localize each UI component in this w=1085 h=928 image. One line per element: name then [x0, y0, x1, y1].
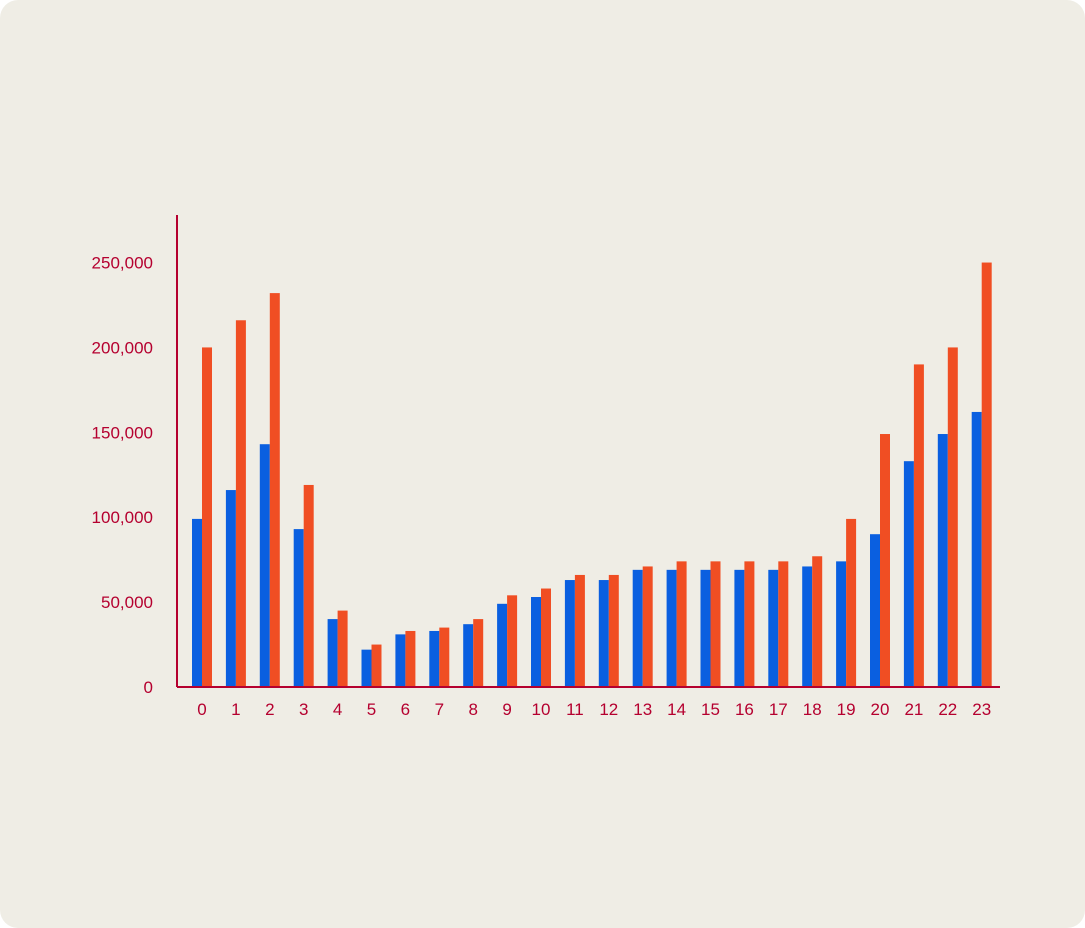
x-tick-label: 1 [231, 700, 240, 719]
bar-series2-16 [744, 561, 755, 687]
bar-series2-12 [608, 574, 619, 687]
x-tick-label: 7 [435, 700, 444, 719]
bar-series1-6 [395, 634, 406, 687]
x-tick-label: 3 [299, 700, 308, 719]
y-tick-label: 50,000 [101, 593, 153, 612]
x-tick-label: 5 [367, 700, 376, 719]
y-axis-ticks: 0 50,000 100,000 150,000 200,000 250,000 [92, 254, 153, 697]
x-tick-label: 2 [265, 700, 274, 719]
bar-series1-10 [531, 597, 541, 687]
bar-series1-8 [463, 624, 474, 687]
x-tick-label: 9 [502, 700, 511, 719]
y-tick-label: 250,000 [92, 254, 153, 273]
bar-series2-4 [337, 610, 348, 687]
bar-series1-20 [870, 534, 880, 687]
bar-series2-11 [574, 574, 585, 687]
x-tick-label: 16 [735, 700, 754, 719]
bar-series2-14 [676, 561, 687, 687]
bar-series1-22 [937, 434, 948, 687]
bar-series1-12 [598, 580, 609, 687]
x-tick-label: 19 [837, 700, 856, 719]
x-tick-label: 8 [468, 700, 477, 719]
x-tick-label: 13 [633, 700, 652, 719]
bar-series2-20 [880, 434, 890, 687]
x-tick-label: 6 [401, 700, 410, 719]
x-tick-label: 12 [599, 700, 618, 719]
bar-series2-7 [439, 627, 450, 687]
x-tick-label: 15 [701, 700, 720, 719]
bar-series2-15 [710, 561, 721, 687]
x-tick-label: 0 [197, 700, 206, 719]
bar-series2-6 [405, 630, 416, 687]
bar-series1-13 [632, 569, 643, 687]
bar-series1-1 [225, 490, 236, 687]
x-tick-label: 21 [904, 700, 923, 719]
x-tick-label: 20 [871, 700, 890, 719]
bar-series1-17 [768, 569, 779, 687]
bar-series2-18 [812, 556, 823, 687]
y-tick-label: 150,000 [92, 423, 153, 442]
bar-series1-14 [666, 569, 677, 687]
bar-series2-21 [913, 364, 924, 687]
y-tick-label: 0 [144, 678, 153, 697]
bar-series1-3 [293, 529, 304, 687]
bar-series2-22 [947, 347, 958, 687]
bar-series1-9 [497, 603, 508, 687]
bar-series2-5 [371, 644, 382, 687]
x-tick-label: 4 [333, 700, 342, 719]
bar-series2-17 [778, 561, 789, 687]
bar-series1-5 [361, 649, 372, 687]
x-tick-label: 11 [566, 700, 584, 719]
bar-series2-0 [202, 347, 212, 687]
x-tick-label: 10 [532, 700, 551, 719]
bar-series1-2 [259, 444, 270, 687]
bar-series2-10 [541, 588, 551, 687]
bar-series1-4 [327, 619, 338, 687]
x-axis-ticks: 0 1 2 3 4 5 6 7 8 9 10 11 12 13 14 15 16 17 18 19 20 21 22 23 [197, 700, 991, 719]
bar-series2-2 [269, 293, 280, 687]
bars-group [192, 262, 992, 687]
bar-series1-23 [971, 411, 982, 687]
bar-series1-15 [700, 569, 711, 687]
bar-series1-16 [734, 569, 745, 687]
x-tick-label: 22 [938, 700, 957, 719]
bar-series1-7 [429, 630, 440, 687]
bar-series2-1 [235, 320, 246, 687]
x-tick-label: 14 [667, 700, 686, 719]
x-tick-label: 18 [803, 700, 822, 719]
y-tick-label: 100,000 [92, 508, 153, 527]
y-tick-label: 200,000 [92, 338, 153, 357]
bar-series2-9 [507, 595, 518, 687]
bar-series2-19 [846, 518, 857, 687]
bar-series1-19 [836, 561, 847, 687]
bar-series1-21 [903, 461, 914, 687]
bar-series2-13 [642, 566, 653, 687]
bar-series2-3 [303, 484, 314, 687]
bar-series1-18 [802, 566, 813, 687]
bar-series1-11 [564, 580, 575, 687]
bar-series2-23 [981, 262, 992, 687]
bar-series2-8 [473, 619, 484, 687]
x-tick-label: 23 [972, 700, 991, 719]
x-tick-label: 17 [769, 700, 788, 719]
bar-series1-0 [192, 518, 202, 687]
